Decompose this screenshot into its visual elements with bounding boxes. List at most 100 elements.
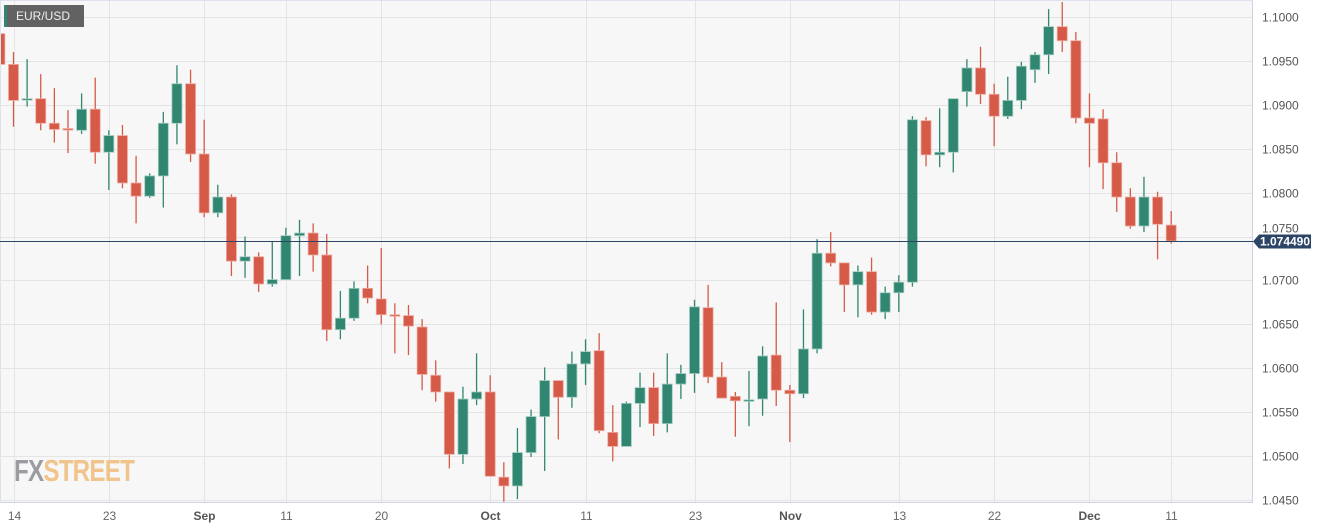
candle-body [1138, 196, 1150, 227]
candle-down [226, 194, 237, 277]
last-price-marker: 1.074490 [0, 234, 1311, 249]
candle-down [430, 360, 442, 402]
candle-down [648, 372, 660, 436]
candle-body [403, 315, 414, 327]
candle-down [716, 362, 728, 399]
candle-up [634, 372, 646, 428]
candle-up [811, 239, 823, 354]
candle-up [661, 353, 673, 433]
candle-body [743, 399, 755, 402]
candle-down [89, 77, 101, 164]
candle-body [1015, 65, 1027, 101]
candle-up [893, 275, 905, 313]
y-tick-label: 1.0800 [1262, 187, 1299, 201]
candle-up [144, 173, 156, 198]
candle-up [580, 339, 591, 385]
candle-up [525, 409, 537, 457]
candle-up [621, 401, 632, 447]
y-tick-label: 1.0550 [1262, 406, 1299, 420]
candle-down [1070, 31, 1082, 124]
y-tick-label: 1.0850 [1262, 143, 1299, 157]
candle-body [566, 363, 578, 398]
candle-body [62, 128, 74, 131]
candle-body [239, 256, 251, 262]
candles [0, 2, 1177, 502]
candle-down [117, 125, 128, 189]
candle-down [198, 119, 210, 218]
x-tick-label: 14 [8, 509, 22, 523]
candle-body [975, 67, 986, 95]
candle-body [1097, 118, 1109, 164]
x-tick-label: 22 [988, 509, 1002, 523]
candle-body [648, 387, 660, 424]
y-tick-label: 1.0450 [1262, 494, 1299, 508]
candle-body [784, 389, 796, 395]
candle-body [893, 281, 905, 294]
candle-body [0, 33, 6, 65]
candle-down [1124, 188, 1136, 229]
candle-body [76, 108, 87, 131]
candle-down [729, 391, 741, 437]
candle-body [757, 355, 768, 400]
candle-body [130, 182, 142, 197]
candle-body [689, 306, 700, 374]
candle-down [8, 52, 19, 127]
candle-body [198, 153, 210, 214]
candle-body [226, 196, 237, 262]
y-tick-label: 1.0700 [1262, 274, 1299, 288]
candle-body [185, 83, 196, 155]
candle-down [321, 233, 333, 342]
candle-body [675, 373, 687, 385]
candle-body [362, 287, 374, 299]
candle-down [607, 405, 619, 462]
candle-body [35, 98, 47, 124]
candle-body [144, 175, 156, 197]
x-axis: 14 23 Sep 11 20 Oct 11 23 Nov 13 22 Dec 11 [8, 509, 1178, 523]
candle-body [539, 380, 551, 417]
candle-up [947, 98, 959, 173]
x-tick-label: Dec [1078, 509, 1100, 523]
candle-body [416, 326, 428, 375]
candle-body [498, 476, 510, 487]
candle-down [48, 88, 60, 143]
candle-up [1138, 176, 1150, 233]
candle-body [1002, 100, 1014, 117]
candle-down [988, 83, 1000, 147]
candle-up [457, 386, 469, 464]
candle-down [62, 110, 74, 154]
candle-body [334, 317, 346, 331]
candle-body [607, 431, 619, 447]
candle-up [76, 93, 87, 134]
candle-body [307, 232, 319, 256]
candle-body [512, 452, 523, 487]
candle-body [8, 64, 19, 101]
candle-down [770, 302, 782, 407]
candle-body [552, 380, 564, 398]
candle-down [403, 305, 414, 356]
candle-up [294, 219, 305, 277]
candle-up [21, 59, 33, 107]
candle-up [212, 184, 224, 218]
x-tick-label: 13 [893, 509, 907, 523]
candle-down [975, 46, 986, 104]
candle-down [498, 462, 510, 502]
x-tick-label: 23 [103, 509, 117, 523]
candle-body [253, 256, 265, 285]
logo-street: STREET [43, 453, 135, 488]
candle-body [825, 252, 837, 264]
candle-up [689, 299, 700, 393]
candle-body [266, 279, 278, 285]
candle-body [866, 271, 877, 313]
candle-down [784, 384, 796, 443]
candle-down [1097, 109, 1109, 190]
candle-body [593, 350, 605, 432]
candle-body [1165, 224, 1177, 242]
candle-body [89, 108, 101, 153]
candle-body [770, 354, 782, 391]
candle-down [253, 252, 265, 292]
candle-body [961, 67, 973, 93]
candle-body [811, 252, 823, 350]
candle-down [1111, 152, 1123, 212]
candle-body [348, 287, 360, 319]
